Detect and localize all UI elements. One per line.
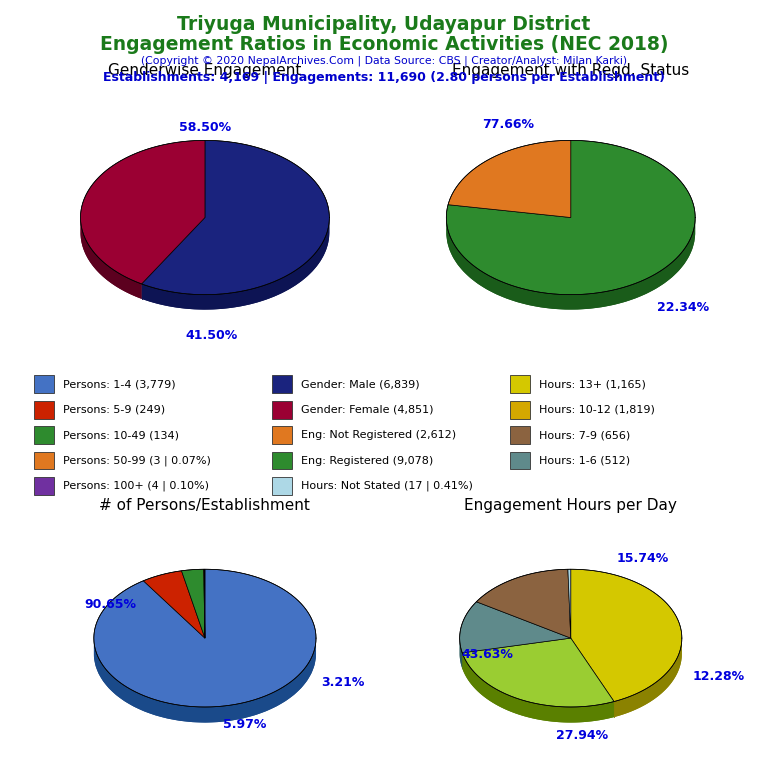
Text: Persons: 50-99 (3 | 0.07%): Persons: 50-99 (3 | 0.07%)	[63, 455, 210, 466]
Polygon shape	[614, 639, 682, 717]
Text: 41.50%: 41.50%	[185, 329, 237, 343]
Bar	[273, 452, 293, 469]
Polygon shape	[460, 602, 571, 653]
Text: Persons: 10-49 (134): Persons: 10-49 (134)	[63, 430, 179, 440]
Text: 43.63%: 43.63%	[462, 648, 513, 661]
Text: Hours: 7-9 (656): Hours: 7-9 (656)	[539, 430, 631, 440]
Bar	[511, 376, 531, 393]
Text: 22.34%: 22.34%	[657, 300, 709, 313]
Polygon shape	[446, 141, 695, 295]
Text: Persons: 5-9 (249): Persons: 5-9 (249)	[63, 405, 165, 415]
Text: Hours: 10-12 (1,819): Hours: 10-12 (1,819)	[539, 405, 655, 415]
Text: 12.28%: 12.28%	[693, 670, 745, 684]
Text: 3.21%: 3.21%	[322, 676, 365, 689]
Polygon shape	[94, 642, 316, 723]
Bar	[511, 426, 531, 444]
Bar	[35, 426, 55, 444]
Polygon shape	[460, 638, 462, 668]
Polygon shape	[448, 141, 571, 217]
Polygon shape	[94, 569, 316, 707]
Polygon shape	[476, 569, 571, 638]
Text: 77.66%: 77.66%	[482, 118, 535, 131]
Text: 58.50%: 58.50%	[179, 121, 231, 134]
Title: Genderwise Engagement: Genderwise Engagement	[108, 63, 302, 78]
Text: Establishments: 4,169 | Engagements: 11,690 (2.80 persons per Establishment): Establishments: 4,169 | Engagements: 11,…	[103, 71, 665, 84]
Title: # of Persons/Establishment: # of Persons/Establishment	[100, 498, 310, 513]
Bar	[273, 376, 293, 393]
Text: Persons: 100+ (4 | 0.10%): Persons: 100+ (4 | 0.10%)	[63, 481, 209, 492]
Polygon shape	[446, 218, 695, 310]
Polygon shape	[462, 653, 614, 723]
Bar	[511, 401, 531, 419]
Text: Eng: Not Registered (2,612): Eng: Not Registered (2,612)	[301, 430, 456, 440]
Polygon shape	[614, 642, 682, 717]
Text: Gender: Female (4,851): Gender: Female (4,851)	[301, 405, 433, 415]
Polygon shape	[568, 569, 571, 638]
Polygon shape	[81, 141, 205, 284]
Polygon shape	[460, 639, 462, 668]
Polygon shape	[141, 218, 329, 310]
Bar	[35, 401, 55, 419]
Text: Gender: Male (6,839): Gender: Male (6,839)	[301, 379, 419, 389]
Polygon shape	[81, 219, 141, 299]
Title: Engagement Hours per Day: Engagement Hours per Day	[465, 498, 677, 513]
Polygon shape	[141, 218, 329, 310]
Text: Persons: 1-4 (3,779): Persons: 1-4 (3,779)	[63, 379, 175, 389]
Polygon shape	[181, 569, 205, 638]
Bar	[273, 477, 293, 495]
Text: Hours: Not Stated (17 | 0.41%): Hours: Not Stated (17 | 0.41%)	[301, 481, 473, 492]
Text: 5.97%: 5.97%	[223, 718, 266, 731]
Text: Hours: 13+ (1,165): Hours: 13+ (1,165)	[539, 379, 646, 389]
Polygon shape	[141, 141, 329, 295]
Bar	[35, 376, 55, 393]
Bar	[273, 426, 293, 444]
Bar	[35, 477, 55, 495]
Bar	[273, 401, 293, 419]
Polygon shape	[462, 653, 614, 723]
Polygon shape	[94, 638, 316, 723]
Text: 90.65%: 90.65%	[84, 598, 137, 611]
Text: Engagement Ratios in Economic Activities (NEC 2018): Engagement Ratios in Economic Activities…	[100, 35, 668, 54]
Bar	[511, 452, 531, 469]
Polygon shape	[81, 220, 141, 299]
Polygon shape	[571, 569, 682, 701]
Polygon shape	[204, 569, 205, 638]
Text: Hours: 1-6 (512): Hours: 1-6 (512)	[539, 455, 631, 465]
Bar	[35, 452, 55, 469]
Polygon shape	[144, 571, 205, 638]
Polygon shape	[446, 219, 695, 310]
Text: Eng: Registered (9,078): Eng: Registered (9,078)	[301, 455, 433, 465]
Text: Triyuga Municipality, Udayapur District: Triyuga Municipality, Udayapur District	[177, 15, 591, 35]
Text: 27.94%: 27.94%	[556, 730, 608, 743]
Text: (Copyright © 2020 NepalArchives.Com | Data Source: CBS | Creator/Analyst: Milan : (Copyright © 2020 NepalArchives.Com | Da…	[141, 55, 627, 66]
Text: 15.74%: 15.74%	[617, 551, 669, 564]
Title: Engagement with Regd. Status: Engagement with Regd. Status	[452, 63, 690, 78]
Polygon shape	[462, 638, 614, 707]
